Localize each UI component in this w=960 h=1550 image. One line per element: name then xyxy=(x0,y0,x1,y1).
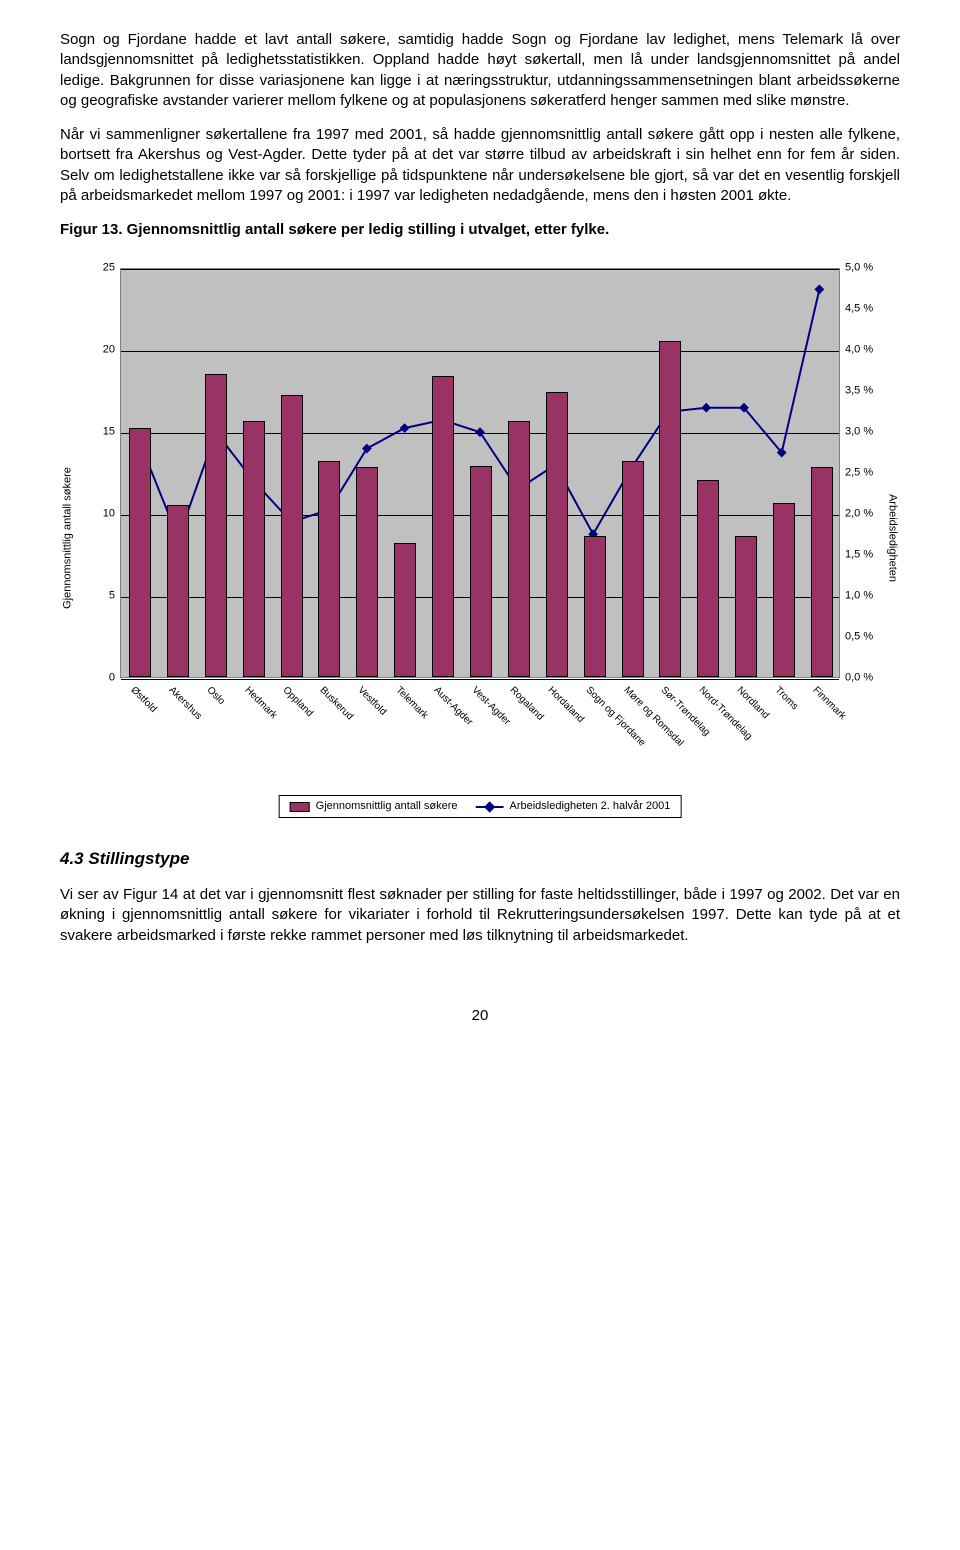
y1-tick-label: 25 xyxy=(60,261,115,276)
chart-bar xyxy=(697,480,719,677)
chart-legend: Gjennomsnittlig antall søkere Arbeidsled… xyxy=(279,795,682,818)
y2-tick-label: 4,5 % xyxy=(845,302,900,317)
figure-13-chart: Gjennomsnittlig antall søkere Arbeidsled… xyxy=(60,258,900,818)
chart-bar xyxy=(470,466,492,678)
x-tick-label: Hedmark xyxy=(241,684,279,722)
chart-bar xyxy=(205,374,227,677)
y2-tick-label: 0,0 % xyxy=(845,671,900,686)
y2-tick-label: 2,5 % xyxy=(845,466,900,481)
y2-tick-label: 1,0 % xyxy=(845,589,900,604)
chart-bar xyxy=(584,536,606,677)
paragraph-intro-2: Når vi sammenligner søkertallene fra 199… xyxy=(60,125,900,206)
chart-bar xyxy=(129,428,151,677)
paragraph-intro-1: Sogn og Fjordane hadde et lavt antall sø… xyxy=(60,30,900,111)
y1-tick-label: 0 xyxy=(60,671,115,686)
line-marker xyxy=(400,423,410,433)
legend-swatch-line xyxy=(476,801,504,813)
x-tick-label: Oslo xyxy=(203,684,227,708)
chart-bar xyxy=(811,467,833,677)
y2-tick-label: 4,0 % xyxy=(845,343,900,358)
y1-tick-label: 5 xyxy=(60,589,115,604)
figure-title: Figur 13. Gjennomsnittlig antall søkere … xyxy=(60,220,900,240)
y2-tick-label: 5,0 % xyxy=(845,261,900,276)
chart-bar xyxy=(508,421,530,677)
y1-tick-label: 15 xyxy=(60,425,115,440)
y1-tick-label: 20 xyxy=(60,343,115,358)
gridline xyxy=(121,433,839,434)
gridline xyxy=(121,351,839,352)
x-tick-label: Troms xyxy=(772,684,801,713)
line-marker xyxy=(362,444,372,454)
y2-tick-label: 1,5 % xyxy=(845,548,900,563)
paragraph-section: Vi ser av Figur 14 at det var i gjennoms… xyxy=(60,885,900,946)
x-tick-label: Nordland xyxy=(734,684,772,722)
y2-tick-label: 3,5 % xyxy=(845,384,900,399)
legend-bar-label: Gjennomsnittlig antall søkere xyxy=(316,799,458,814)
legend-item-bar: Gjennomsnittlig antall søkere xyxy=(290,799,458,814)
x-tick-label: Aust-Agder xyxy=(431,684,476,729)
x-tick-label: Vest-Agder xyxy=(468,684,513,729)
y1-tick-label: 10 xyxy=(60,507,115,522)
x-tick-label: Vestfold xyxy=(355,684,390,719)
chart-bar xyxy=(735,536,757,677)
chart-bar xyxy=(318,461,340,677)
page-number: 20 xyxy=(60,1006,900,1026)
chart-bar xyxy=(394,543,416,677)
legend-swatch-bar xyxy=(290,802,310,812)
chart-bar xyxy=(167,505,189,677)
x-tick-label: Akershus xyxy=(165,684,204,723)
x-tick-label: Finnmark xyxy=(810,684,849,723)
chart-bar xyxy=(546,392,568,677)
y2-tick-label: 3,0 % xyxy=(845,425,900,440)
x-tick-label: Hordaland xyxy=(544,684,586,726)
chart-bar xyxy=(432,376,454,678)
section-heading: 4.3 Stillingstype xyxy=(60,848,900,871)
chart-bar xyxy=(356,467,378,677)
x-tick-label: Buskerud xyxy=(317,684,356,723)
x-tick-label: Østfold xyxy=(127,684,159,716)
chart-bar xyxy=(659,341,681,677)
legend-line-label: Arbeidsledigheten 2. halvår 2001 xyxy=(510,799,671,814)
chart-bar xyxy=(622,461,644,677)
y2-tick-label: 2,0 % xyxy=(845,507,900,522)
plot-area xyxy=(120,268,840,678)
chart-bar xyxy=(243,421,265,677)
gridline xyxy=(121,269,839,270)
line-marker xyxy=(814,285,824,295)
chart-bar xyxy=(281,395,303,677)
line-marker xyxy=(701,403,711,413)
chart-bar xyxy=(773,503,795,677)
legend-item-line: Arbeidsledigheten 2. halvår 2001 xyxy=(476,799,671,814)
gridline xyxy=(121,679,839,680)
y2-tick-label: 0,5 % xyxy=(845,630,900,645)
x-tick-label: Telemark xyxy=(393,684,431,722)
x-tick-label: Oppland xyxy=(279,684,315,720)
